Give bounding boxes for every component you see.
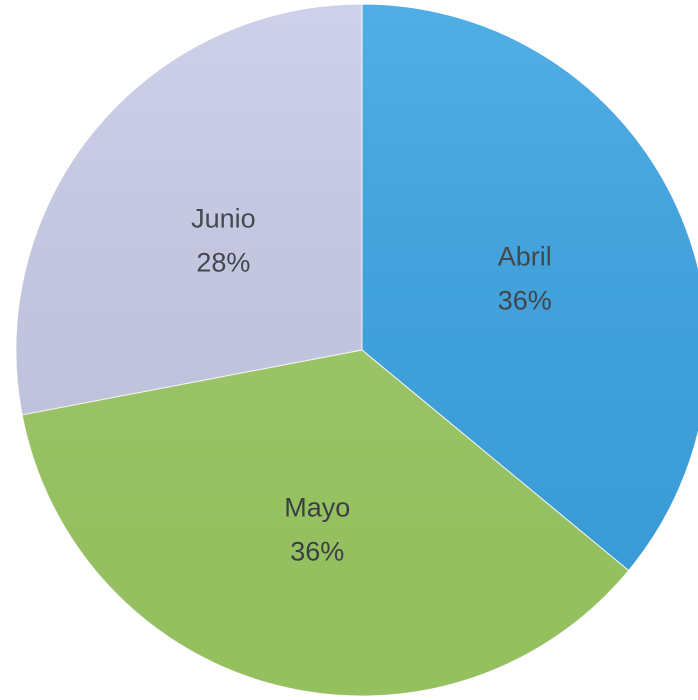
slice-category-label-abril: Abril — [498, 241, 552, 271]
slice-category-label-mayo: Mayo — [284, 492, 350, 522]
pie-slice-junio — [15, 3, 363, 416]
slice-category-label-junio: Junio — [191, 203, 256, 233]
slice-value-label-junio: 28% — [196, 247, 250, 277]
slice-value-label-abril: 36% — [498, 285, 552, 315]
slice-value-label-mayo: 36% — [290, 536, 344, 566]
